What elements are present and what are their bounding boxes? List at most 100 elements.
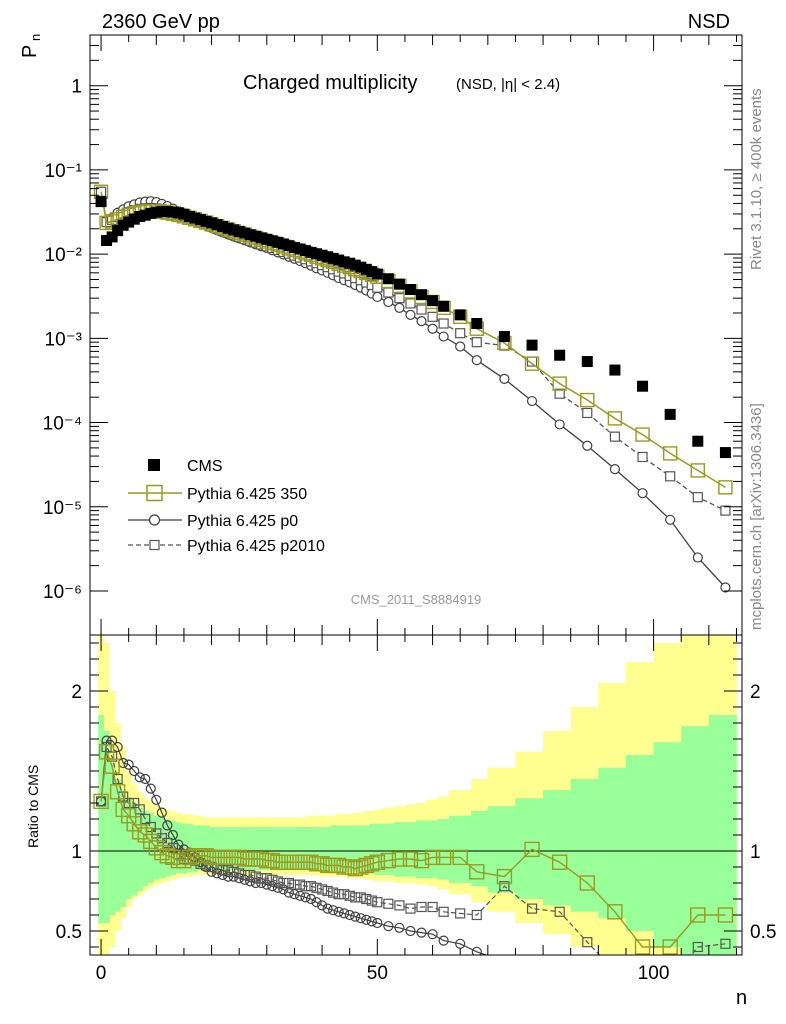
p0-point [427,323,438,334]
cms-point [305,246,317,258]
p2010-ratio-point [245,869,256,881]
inner-band-bin [219,827,226,871]
inner-band-bin [335,825,342,872]
p2010-ratio-point [720,938,731,949]
p0-point [526,395,538,407]
p2010-point [637,451,648,463]
cms-point [128,213,140,225]
inner-band-bin [114,779,121,912]
cms-point [637,380,649,392]
p2010-ratio-point [455,908,466,919]
y-tick-label: 10⁻⁴ [43,414,82,435]
cms-point [101,235,113,247]
p0-point [499,373,510,384]
p2010-ratio-point [239,869,250,881]
legend-p0-marker [148,514,161,526]
legend-350-marker [146,484,163,502]
p2010-point [416,304,427,315]
inner-band-bin [214,827,221,871]
inner-band-bin [159,817,165,879]
p350-ratio-point [452,849,468,866]
cms-point [609,364,621,376]
p2010-ratio-point [272,876,283,887]
p2010-ratio-point [228,866,239,877]
main-y-axis-label-sub: n [28,34,43,41]
ratio-uncertainty-bands [90,635,742,955]
p2010-point [720,505,731,516]
ratio-x-tick-labels: 0 50 100 [96,963,670,984]
p350-ratio-point [634,939,651,955]
p2010-ratio-point [316,884,328,895]
p2010-point [665,471,676,482]
p0-ratio-point [372,917,383,929]
legend-350-label: Pythia 6.425 350 [187,486,307,503]
cms-point [692,435,704,447]
cms-point [211,219,223,231]
cms-point [322,251,334,263]
inner-band-bin [341,825,348,872]
cms-point [327,252,339,264]
x-tick-label: 100 [638,963,670,984]
p0-point [471,355,482,366]
p0-ratio-point [427,929,438,940]
p0-ratio-point [278,884,289,895]
y-tick-label: 10⁻³ [45,329,83,350]
p350-point [718,480,733,495]
p350-ratio-point [358,857,374,874]
cms-point [189,212,201,224]
chart-title-suffix: (NSD, |η| < 2.4) [456,76,560,93]
p2010-ratio-point [582,937,593,948]
analysis-tag: CMS_2011_S8884919 [351,592,482,607]
p2010-ratio-point [283,877,295,889]
p2010-ratio-point [200,860,212,871]
p2010-ratio-point [366,895,377,906]
p2010-point [394,293,405,304]
inner-band-bin [598,767,627,919]
p0-point [438,331,449,342]
cms-point [333,254,345,266]
inner-band-bin [346,825,353,872]
p350-ratio-point [148,840,165,856]
legend: CMS Pythia 6.425 350 Pythia 6.425 p0 Pyt… [128,458,325,555]
p0-ratio-point [311,897,322,908]
inner-band-bin [363,825,370,874]
inner-band-bin [369,823,375,874]
p0-ratio-line [100,740,488,955]
x-tick-label: 50 [367,963,388,984]
p350-ratio-point [176,852,192,869]
header-process-label: NSD [688,11,730,33]
p350-line [100,191,726,489]
inner-band-bin [449,815,472,883]
inner-band-bin [280,827,287,871]
p350-ratio-point [424,849,441,866]
p0-point [405,309,416,320]
cms-point [371,268,383,280]
inner-band-bin [175,822,182,874]
p350-ratio-point [314,856,330,872]
p0-ratio-point [328,905,339,916]
inner-band-bin [352,825,359,872]
cms-point [233,225,245,237]
p350-ratio-point [690,907,706,923]
main-y-axis-label: P [19,45,41,58]
cms-point [139,209,151,221]
cms-point [134,210,146,222]
y-tick-label: 10⁻¹ [45,161,83,182]
inner-band-bin [136,807,143,891]
mcplots-label: mcplots.cern.ch [arXiv:1306.3436] [748,403,765,630]
p350-ratio-point [330,857,347,874]
inner-band-bin [570,779,599,912]
cms-point [172,207,184,219]
inner-band-bin [382,823,395,875]
cms-point [239,227,251,239]
p350-ratio-point [579,875,595,891]
cms-point [294,243,306,255]
p2010-ratio-point [217,865,228,876]
p0-ratio-point [366,916,377,927]
p350-ratio-point [353,859,369,875]
p2010-ratio-point [250,871,261,882]
inner-band-bin [313,827,320,871]
p350-ratio-point [607,904,623,920]
cms-point [664,408,676,420]
cms-point [393,278,405,290]
